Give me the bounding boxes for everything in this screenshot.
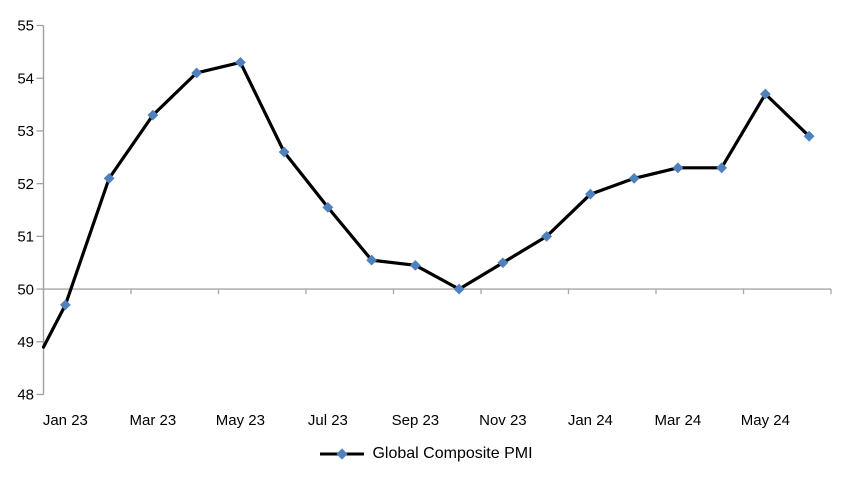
x-axis-tick-label: Mar 24 <box>655 412 702 429</box>
x-axis-tick-label: Nov 23 <box>479 412 527 429</box>
data-point-marker <box>366 254 378 266</box>
data-point-marker <box>234 57 246 68</box>
y-axis-tick-label: 53 <box>17 123 34 140</box>
data-point-marker <box>322 201 334 213</box>
legend-line-diamond-icon <box>320 448 365 460</box>
x-axis-tick-label: Mar 23 <box>130 412 177 429</box>
x-axis-tick-label: Sep 23 <box>392 412 440 429</box>
data-point-marker <box>497 257 509 269</box>
data-point-marker <box>278 146 290 158</box>
data-point-marker <box>628 172 640 184</box>
y-axis-tick-label: 55 <box>17 18 34 35</box>
data-point-marker <box>541 230 553 242</box>
data-point-marker <box>759 88 771 100</box>
y-axis-tick-label: 50 <box>17 281 34 298</box>
x-axis-tick-label: Jan 24 <box>568 412 613 429</box>
data-point-marker <box>803 130 815 142</box>
data-point-marker <box>453 283 465 295</box>
y-axis-tick-label: 54 <box>17 70 34 87</box>
y-axis-tick-label: 52 <box>17 176 34 193</box>
y-axis-tick-label: 48 <box>17 387 34 404</box>
y-axis-tick-label: 51 <box>17 229 34 246</box>
x-axis-tick-label: Jul 23 <box>308 412 348 429</box>
data-point-marker <box>191 67 203 79</box>
legend-diamond-marker <box>336 448 349 460</box>
data-point-marker <box>716 162 728 174</box>
legend-label: Global Composite PMI <box>372 445 533 462</box>
data-point-marker <box>584 188 596 200</box>
x-axis-tick-label: Jan 23 <box>43 412 88 429</box>
legend: Global Composite PMI <box>0 444 852 464</box>
x-axis-tick-label: May 23 <box>216 412 265 429</box>
data-point-marker <box>672 162 684 174</box>
x-axis-tick-label: May 24 <box>741 412 790 429</box>
pmi-series-line <box>41 60 811 349</box>
data-point-marker <box>409 259 421 271</box>
data-point-marker <box>103 172 115 184</box>
data-point-marker <box>59 299 71 311</box>
data-point-marker <box>147 109 159 121</box>
y-axis-tick-label: 49 <box>17 334 34 351</box>
